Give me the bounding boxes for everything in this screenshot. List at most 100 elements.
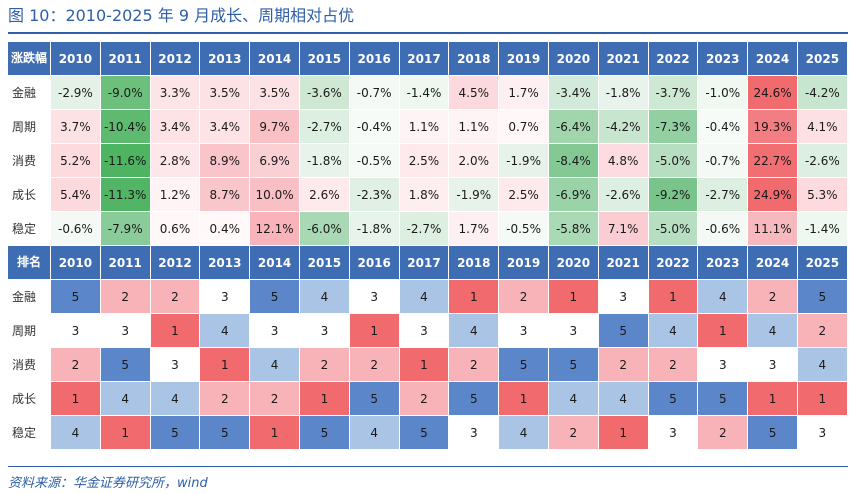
- rank-cell: 3: [797, 416, 848, 450]
- return-cell: -1.4%: [797, 212, 848, 246]
- return-cell: -1.8%: [349, 212, 400, 246]
- return-cell: -0.4%: [349, 110, 400, 144]
- rank-cell: 5: [299, 416, 350, 450]
- rank-cell: 1: [797, 382, 848, 416]
- rank-cell: 5: [399, 416, 450, 450]
- rank-cell: 5: [200, 416, 251, 450]
- return-cell: -0.7%: [698, 144, 749, 178]
- return-cell: -6.9%: [548, 178, 599, 212]
- year-header: 2010: [51, 42, 101, 76]
- year-header: 2013: [200, 246, 251, 280]
- rank-cell: 5: [548, 348, 599, 382]
- return-cell: -0.7%: [349, 76, 400, 110]
- rank-cell: 5: [250, 280, 300, 314]
- rank-cell: 2: [698, 416, 749, 450]
- rank-cell: 1: [51, 382, 101, 416]
- return-cell: 22.7%: [748, 144, 798, 178]
- return-cell: -10.4%: [100, 110, 151, 144]
- return-cell: -5.8%: [548, 212, 599, 246]
- rank-cell: 3: [100, 314, 151, 348]
- rank-cell: 4: [150, 382, 201, 416]
- rank-cell: 3: [548, 314, 599, 348]
- rank-cell: 2: [349, 348, 400, 382]
- rank-cell: 4: [449, 314, 500, 348]
- return-cell: -11.6%: [100, 144, 151, 178]
- figure-title: 图 10：2010-2025 年 9 月成长、周期相对占优: [8, 6, 355, 25]
- return-cell: -5.0%: [648, 144, 699, 178]
- return-cell: -11.3%: [100, 178, 151, 212]
- return-cell: -4.2%: [598, 110, 649, 144]
- return-cell: 1.2%: [150, 178, 201, 212]
- return-cell: 2.5%: [499, 178, 549, 212]
- return-cell: 1.1%: [399, 110, 450, 144]
- rank-cell: 3: [150, 348, 201, 382]
- return-cell: -2.6%: [797, 144, 848, 178]
- return-cell: 9.7%: [250, 110, 300, 144]
- rank-cell: 2: [748, 280, 798, 314]
- year-header: 2010: [51, 246, 101, 280]
- rank-cell: 3: [200, 280, 251, 314]
- return-cell: -0.6%: [51, 212, 101, 246]
- return-cell: 24.9%: [748, 178, 798, 212]
- return-cell: -9.0%: [100, 76, 151, 110]
- rank-cell: 5: [748, 416, 798, 450]
- rank-cell: 2: [200, 382, 251, 416]
- rank-cell: 1: [499, 382, 549, 416]
- return-cell: 4.8%: [598, 144, 649, 178]
- rank-cell: 1: [598, 416, 649, 450]
- rank-cell: 2: [299, 348, 350, 382]
- rank-cell: 5: [797, 280, 848, 314]
- return-cell: 3.3%: [150, 76, 201, 110]
- return-cell: -2.3%: [349, 178, 400, 212]
- rank-cell: 1: [449, 280, 500, 314]
- return-cell: 11.1%: [748, 212, 798, 246]
- row-label: 稳定: [8, 212, 51, 246]
- title-divider: [8, 32, 848, 34]
- return-cell: 1.8%: [399, 178, 450, 212]
- rank-cell: 1: [548, 280, 599, 314]
- return-cell: 8.9%: [200, 144, 251, 178]
- row-label: 稳定: [8, 416, 51, 450]
- rank-cell: 3: [299, 314, 350, 348]
- return-cell: 5.4%: [51, 178, 101, 212]
- year-header: 2025: [797, 42, 848, 76]
- row-label: 消费: [8, 348, 51, 382]
- return-cell: 2.0%: [449, 144, 500, 178]
- year-header: 2025: [797, 246, 848, 280]
- return-cell: -2.7%: [299, 110, 350, 144]
- return-cell: -3.6%: [299, 76, 350, 110]
- return-cell: 3.5%: [250, 76, 300, 110]
- year-header: 2019: [499, 246, 549, 280]
- return-cell: -1.8%: [598, 76, 649, 110]
- rank-cell: 3: [250, 314, 300, 348]
- year-header: 2023: [698, 42, 749, 76]
- year-header: 2021: [598, 42, 649, 76]
- rank-cell: 4: [548, 382, 599, 416]
- return-cell: -1.9%: [499, 144, 549, 178]
- year-header: 2018: [449, 42, 500, 76]
- rank-cell: 2: [100, 280, 151, 314]
- return-cell: 4.5%: [449, 76, 500, 110]
- rank-cell: 1: [349, 314, 400, 348]
- return-cell: 3.4%: [150, 110, 201, 144]
- return-cell: -7.9%: [100, 212, 151, 246]
- year-header: 2024: [748, 246, 798, 280]
- year-header: 2013: [200, 42, 251, 76]
- rank-header-label: 排名: [8, 246, 51, 280]
- rank-cell: 4: [598, 382, 649, 416]
- rank-cell: 4: [698, 280, 749, 314]
- rank-cell: 5: [349, 382, 400, 416]
- year-header: 2019: [499, 42, 549, 76]
- return-cell: 5.3%: [797, 178, 848, 212]
- rank-cell: 2: [51, 348, 101, 382]
- rank-cell: 2: [150, 280, 201, 314]
- rank-cell: 4: [200, 314, 251, 348]
- rank-cell: 3: [449, 416, 500, 450]
- year-header: 2012: [150, 42, 201, 76]
- return-cell: 1.7%: [449, 212, 500, 246]
- year-header: 2012: [150, 246, 201, 280]
- return-cell: -5.0%: [648, 212, 699, 246]
- return-cell: 0.4%: [200, 212, 251, 246]
- rank-cell: 5: [100, 348, 151, 382]
- return-cell: 1.7%: [499, 76, 549, 110]
